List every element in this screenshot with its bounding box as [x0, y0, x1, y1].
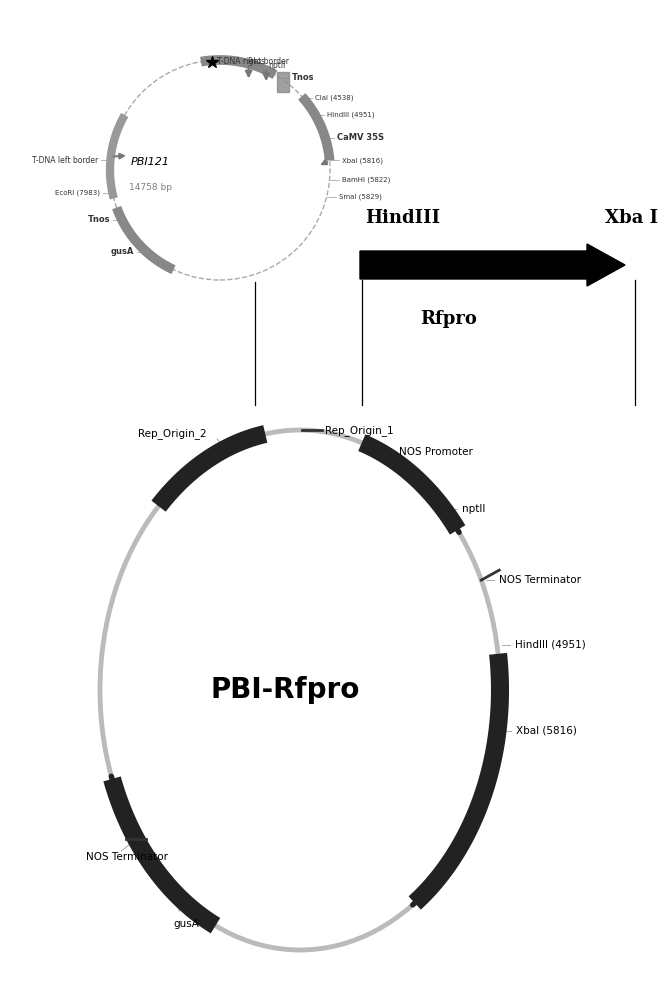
Text: EcoRI (7983): EcoRI (7983) — [56, 190, 101, 196]
Text: nptII: nptII — [268, 61, 285, 70]
Text: HindIII: HindIII — [365, 209, 440, 227]
Text: gusA: gusA — [111, 247, 134, 256]
Text: Tnos: Tnos — [292, 73, 315, 82]
Text: Rfpro: Rfpro — [420, 310, 477, 328]
Text: NOS Terminator: NOS Terminator — [86, 852, 168, 862]
Text: HindIII (4951): HindIII (4951) — [327, 112, 375, 118]
Text: PBI-Rfpro: PBI-Rfpro — [210, 676, 360, 704]
Text: gusA: gusA — [174, 919, 199, 929]
Bar — [277, 72, 289, 92]
Text: CaMV 35S: CaMV 35S — [338, 133, 384, 142]
Text: Rep_Origin_1: Rep_Origin_1 — [325, 425, 394, 436]
Text: SmaI (5829): SmaI (5829) — [339, 193, 382, 200]
Text: ClaI (4538): ClaI (4538) — [315, 95, 354, 101]
Text: Rep_Origin_2: Rep_Origin_2 — [138, 428, 207, 439]
Text: T-DNA left border: T-DNA left border — [32, 156, 99, 165]
Text: nptII: nptII — [462, 504, 485, 514]
Text: BamHI (5822): BamHI (5822) — [342, 176, 390, 183]
Text: HindIII (4951): HindIII (4951) — [515, 640, 586, 650]
Text: Pnos: Pnos — [248, 57, 265, 66]
Text: NOS Terminator: NOS Terminator — [499, 575, 581, 585]
Text: T-DNA right border: T-DNA right border — [217, 57, 289, 66]
Text: PBI121: PBI121 — [130, 157, 170, 167]
Text: NOS Promoter: NOS Promoter — [399, 447, 473, 457]
Text: Xba I: Xba I — [605, 209, 658, 227]
FancyArrow shape — [360, 244, 625, 286]
Text: 14758 bp: 14758 bp — [129, 183, 172, 192]
Text: XbaI (5816): XbaI (5816) — [342, 157, 382, 164]
Text: XbaI (5816): XbaI (5816) — [515, 726, 576, 736]
Text: Tnos: Tnos — [87, 215, 110, 224]
